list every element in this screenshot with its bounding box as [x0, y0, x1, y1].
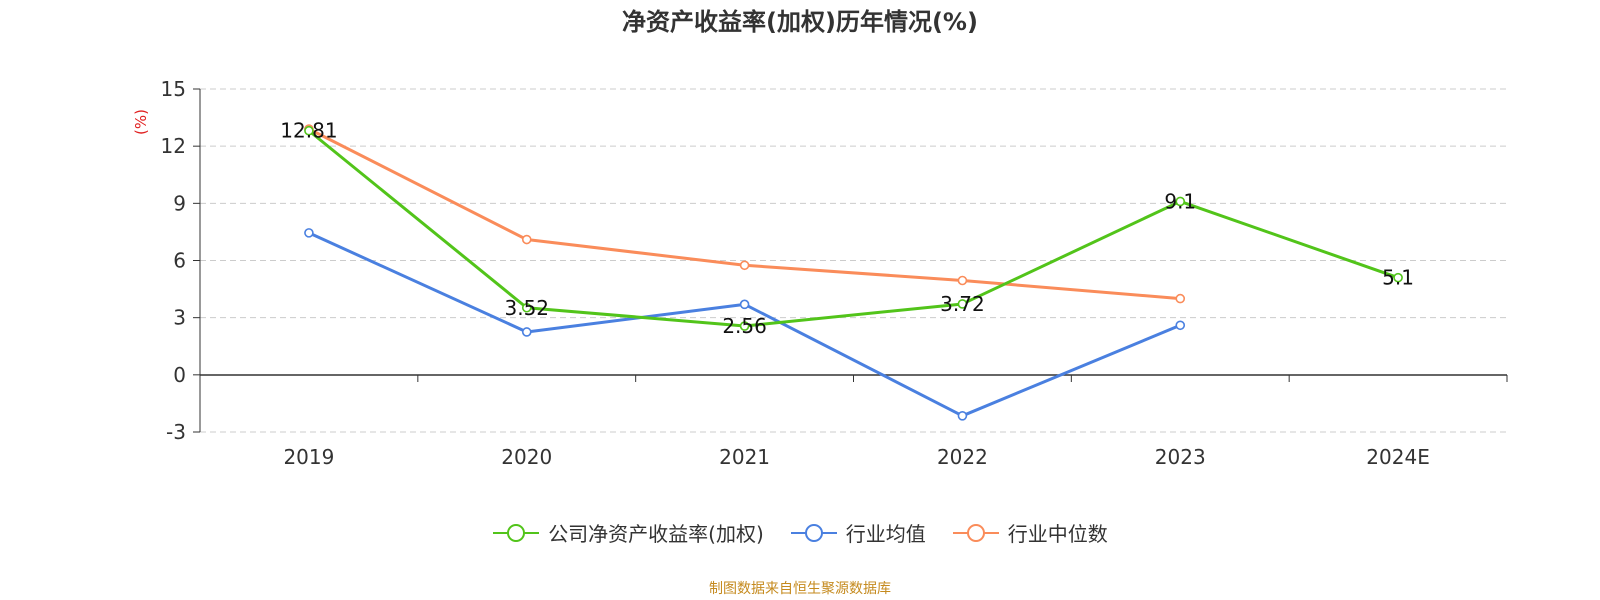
x-tick-label: 2021 — [719, 445, 770, 469]
y-tick-label: 6 — [173, 249, 186, 273]
data-point[interactable] — [739, 321, 750, 331]
legend-label: 行业中位数 — [1007, 522, 1108, 546]
x-tick-label: 2020 — [501, 445, 552, 469]
data-point[interactable] — [957, 299, 968, 309]
legend-item[interactable]: 行业均值 — [790, 518, 926, 547]
y-tick-label: 15 — [161, 77, 186, 101]
x-tick-label: 2024E — [1366, 445, 1430, 469]
x-tick-label: 2022 — [937, 445, 988, 469]
data-label: 2.56 — [722, 314, 767, 338]
data-point[interactable] — [304, 228, 314, 238]
legend-line-circle-icon — [952, 523, 999, 542]
data-point[interactable] — [957, 411, 968, 421]
y-tick-label: 0 — [173, 363, 186, 387]
data-labels: 12.81 3.52 2.56 3.72 9.1 5.1 — [280, 119, 1414, 338]
legend-label: 行业均值 — [845, 522, 926, 546]
legend-item[interactable]: 行业中位数 — [952, 518, 1108, 547]
axes: 15 12 9 6 3 0 -3 2019 2020 2021 2022 2023 2024E (%) — [132, 77, 1508, 469]
legend: 公司净资产收益率(加权) 行业均值 行业中位数 — [0, 518, 1600, 547]
data-point[interactable] — [521, 302, 532, 313]
data-point[interactable] — [304, 125, 314, 136]
y-tick-label: 3 — [173, 306, 186, 330]
data-point[interactable] — [1175, 320, 1186, 331]
source-note: 制图数据来自恒生聚源数据库 — [709, 581, 891, 597]
data-point[interactable] — [957, 275, 968, 286]
data-label: 5.1 — [1382, 266, 1414, 290]
data-label: 3.72 — [940, 292, 985, 316]
y-axis-unit-label: (%) — [132, 109, 150, 135]
legend-label: 公司净资产收益率(加权) — [548, 522, 764, 546]
data-point[interactable] — [521, 234, 532, 245]
grid-lines — [200, 88, 1507, 433]
series-lines — [304, 124, 1403, 421]
data-label: 3.52 — [504, 296, 549, 320]
data-point[interactable] — [1393, 272, 1403, 283]
y-tick-label: 9 — [173, 191, 186, 215]
series-line — [307, 129, 1399, 328]
y-tick-label: 12 — [161, 134, 186, 158]
series-line — [308, 127, 1181, 301]
data-point[interactable] — [521, 327, 532, 337]
data-point[interactable] — [1175, 293, 1186, 304]
legend-line-circle-icon — [790, 523, 837, 542]
data-label: 9.1 — [1164, 189, 1196, 213]
data-point[interactable] — [1175, 196, 1186, 207]
x-tick-label: 2023 — [1155, 445, 1206, 469]
legend-item[interactable]: 公司净资产收益率(加权) — [492, 518, 764, 547]
chart-title: 净资产收益率(加权)历年情况(%) — [622, 8, 978, 36]
data-point[interactable] — [739, 260, 750, 271]
legend-line-circle-icon — [493, 523, 540, 542]
x-tick-label: 2019 — [283, 445, 334, 469]
data-label: 12.81 — [280, 119, 337, 143]
y-tick-label: -3 — [166, 420, 186, 444]
data-point[interactable] — [739, 299, 750, 310]
